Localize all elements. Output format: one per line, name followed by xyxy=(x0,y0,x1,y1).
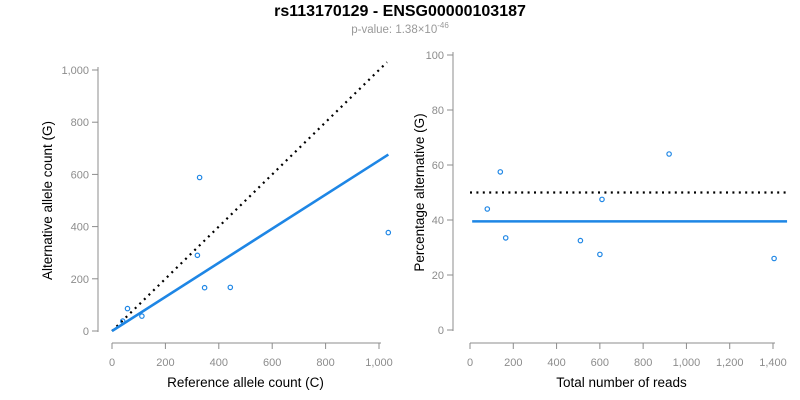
y-tick-label: 800 xyxy=(71,117,89,129)
y-axis-title: Percentage alternative (G) xyxy=(412,113,427,271)
x-tick-label: 600 xyxy=(591,357,609,369)
data-point xyxy=(124,305,131,312)
data-point xyxy=(666,151,672,157)
x-tick-label: 400 xyxy=(210,357,228,369)
y-tick-label: 600 xyxy=(71,169,89,181)
x-tick-label: 1,000 xyxy=(365,357,393,369)
regression-line xyxy=(111,153,390,333)
x-tick-label: 800 xyxy=(316,357,334,369)
data-point xyxy=(119,318,126,324)
data-point xyxy=(196,174,203,181)
x-tick-label: 800 xyxy=(634,357,652,369)
x-tick-label: 200 xyxy=(156,357,174,369)
y-tick-label: 60 xyxy=(432,160,444,172)
data-point xyxy=(194,252,201,259)
pvalue-text: p-value: 1.38×10 xyxy=(351,24,438,36)
figure-title: rs113170129 - ENSG00000103187 xyxy=(274,3,526,20)
data-point xyxy=(771,255,777,262)
y-tick-label: 100 xyxy=(426,50,444,62)
x-axis-title: Total number of reads xyxy=(556,375,687,390)
data-point xyxy=(502,235,509,241)
data-point xyxy=(597,251,603,258)
allele-counts-plot: 0 200 400 600 800 1,000 0 200 400 600 800 1,000 Refe… xyxy=(40,61,393,390)
x-tick-label: 1,000 xyxy=(673,357,701,369)
data-point xyxy=(139,313,145,319)
x-tick-label: 600 xyxy=(263,357,281,369)
x-tick-label: 400 xyxy=(547,357,565,369)
data-point xyxy=(599,196,605,203)
figure-subtitle: p-value: 1.38×10-46 xyxy=(0,21,800,36)
x-tick-label: 200 xyxy=(504,357,522,369)
pvalue-exponent: -46 xyxy=(437,21,449,31)
data-point xyxy=(385,229,392,236)
y-tick-label: 1,000 xyxy=(61,65,89,77)
x-tick-label: 0 xyxy=(467,357,473,369)
y-tick-label: 20 xyxy=(432,270,444,282)
y-axis-title: Alternative allele count (G) xyxy=(40,121,55,280)
x-tick-label: 1,200 xyxy=(716,357,744,369)
y-tick-label: 200 xyxy=(71,274,89,286)
x-axis-title: Reference allele count (C) xyxy=(167,375,324,390)
data-point xyxy=(577,237,584,244)
y-tick-label: 0 xyxy=(438,325,444,337)
x-tick-label: 1,400 xyxy=(759,357,787,369)
x-tick-label: 0 xyxy=(109,357,115,369)
y-tick-label: 400 xyxy=(71,222,89,234)
data-point xyxy=(497,169,504,175)
data-point xyxy=(201,284,208,291)
y-tick-label: 40 xyxy=(432,215,444,227)
data-point xyxy=(484,206,491,212)
percentage-alternative-plot: 0 20 40 60 80 100 0 200 400 600 800 1,000 1,200 1,400… xyxy=(412,50,788,390)
y-tick-label: 0 xyxy=(83,326,89,338)
identity-line xyxy=(111,61,388,332)
y-tick-label: 80 xyxy=(432,105,444,117)
data-point xyxy=(227,284,234,291)
